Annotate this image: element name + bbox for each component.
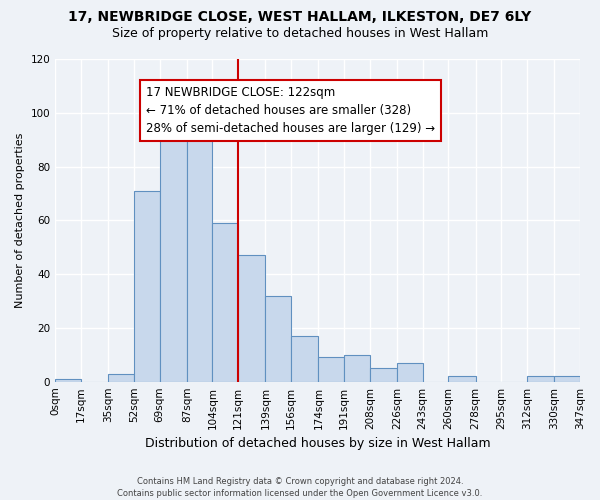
Bar (187, 124, 212, 382)
Bar (527, 376, 554, 382)
Bar (212, 223, 238, 382)
Text: 17 NEWBRIDGE CLOSE: 122sqm
← 71% of detached houses are smaller (328)
28% of sem: 17 NEWBRIDGE CLOSE: 122sqm ← 71% of deta… (146, 86, 435, 135)
X-axis label: Distribution of detached houses by size in West Hallam: Distribution of detached houses by size … (145, 437, 490, 450)
Bar (397, 363, 423, 382)
Bar (238, 256, 265, 382)
Bar (319, 358, 344, 382)
Bar (291, 336, 319, 382)
Bar (554, 376, 580, 382)
Text: Size of property relative to detached houses in West Hallam: Size of property relative to detached ho… (112, 28, 488, 40)
Bar (370, 368, 397, 382)
Bar (134, 191, 160, 382)
Text: 17, NEWBRIDGE CLOSE, WEST HALLAM, ILKESTON, DE7 6LY: 17, NEWBRIDGE CLOSE, WEST HALLAM, ILKEST… (68, 10, 532, 24)
Bar (265, 296, 291, 382)
Bar (344, 355, 370, 382)
Bar (160, 118, 187, 382)
Bar (55, 379, 81, 382)
Bar (108, 374, 134, 382)
Y-axis label: Number of detached properties: Number of detached properties (15, 132, 25, 308)
Bar (448, 376, 476, 382)
Text: Contains HM Land Registry data © Crown copyright and database right 2024.
Contai: Contains HM Land Registry data © Crown c… (118, 476, 482, 498)
